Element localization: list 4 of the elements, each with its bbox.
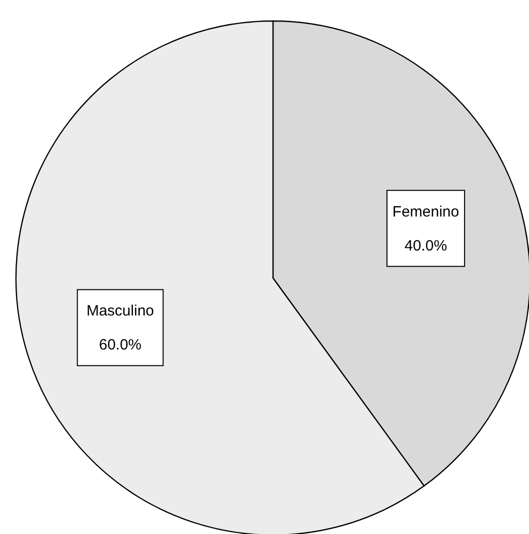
slice-label: Femenino: [392, 203, 460, 220]
data-label: 60.0%: [98, 336, 142, 354]
data-label: 40.0%: [404, 237, 448, 254]
slice-label: Masculino: [86, 302, 154, 320]
